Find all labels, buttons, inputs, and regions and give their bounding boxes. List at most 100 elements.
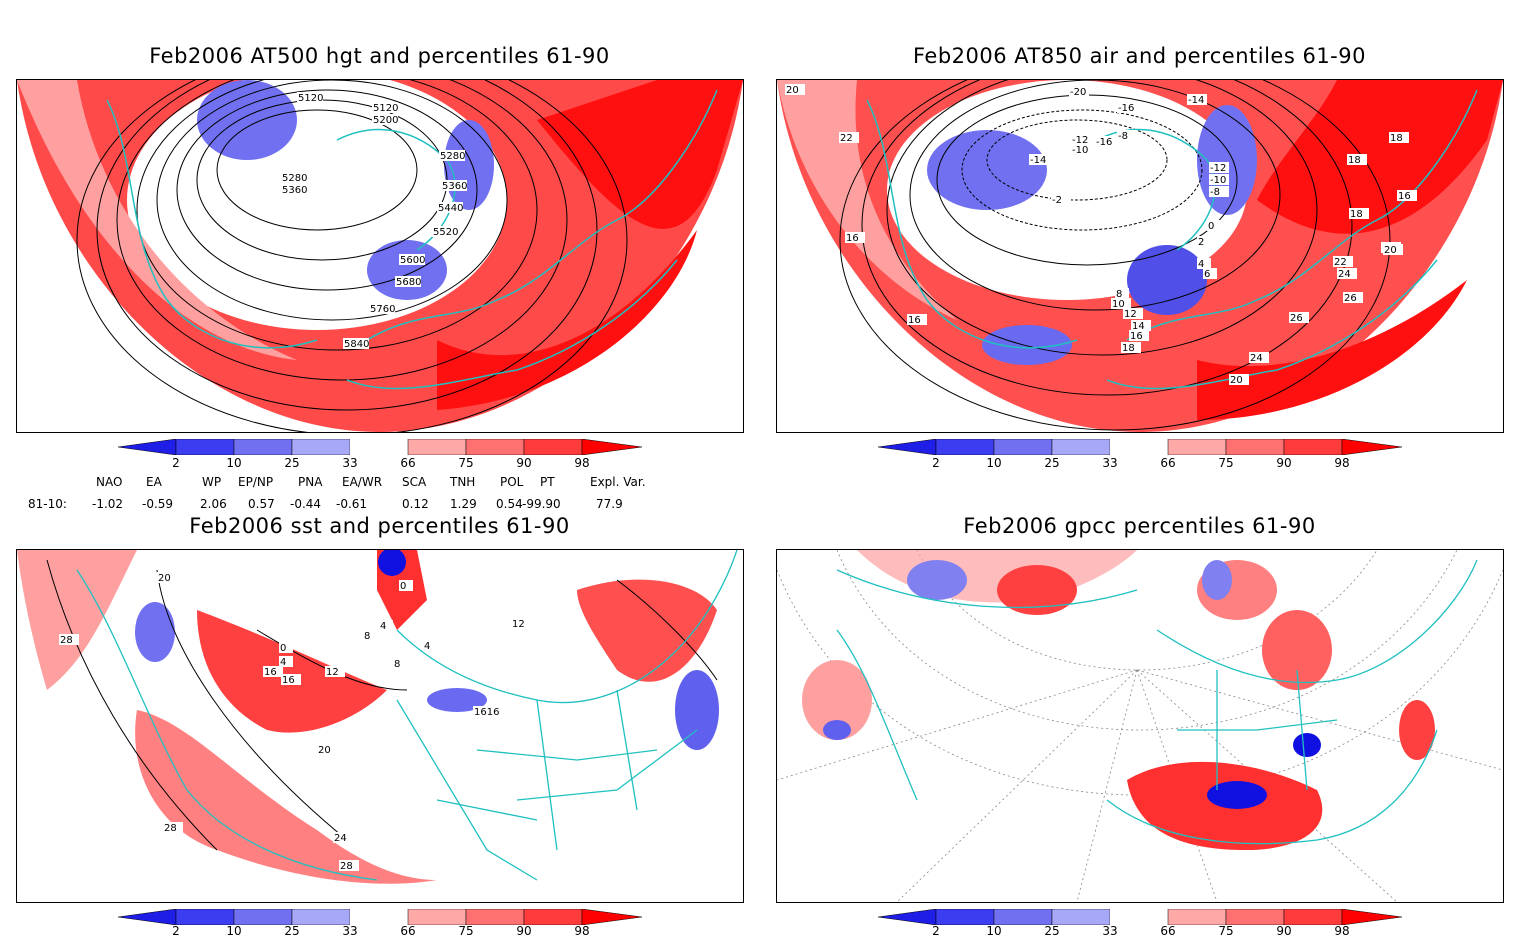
colorbar-tick: 75 bbox=[1218, 924, 1234, 938]
svg-text:-14: -14 bbox=[1188, 95, 1204, 106]
coastlines-and-borders bbox=[836, 559, 1478, 845]
svg-text:-20: -20 bbox=[1070, 87, 1086, 98]
svg-text:-12: -12 bbox=[1210, 163, 1226, 174]
svg-text:-14: -14 bbox=[1030, 155, 1046, 166]
panel-title-gpcc: Feb2006 gpcc percentiles 61-90 bbox=[963, 514, 1316, 538]
svg-text:4: 4 bbox=[424, 641, 430, 652]
svg-text:16: 16 bbox=[264, 667, 277, 678]
svg-text:26: 26 bbox=[1290, 313, 1303, 324]
colorbar-tick: 66 bbox=[1160, 924, 1176, 938]
svg-text:10: 10 bbox=[1112, 299, 1125, 310]
svg-text:24: 24 bbox=[334, 833, 347, 844]
sst-contours bbox=[46, 559, 718, 851]
svg-text:18: 18 bbox=[1350, 209, 1363, 220]
svg-text:16: 16 bbox=[282, 675, 295, 686]
index-value: -0.44 bbox=[290, 497, 322, 511]
colorbar-tick: 25 bbox=[284, 456, 300, 470]
index-value: 2.06 bbox=[200, 497, 227, 511]
svg-text:-16: -16 bbox=[1096, 137, 1112, 148]
colorbar-tick: 33 bbox=[1102, 456, 1118, 470]
svg-text:5600: 5600 bbox=[400, 255, 425, 266]
svg-text:18: 18 bbox=[1390, 133, 1403, 144]
colorbar-tick: 25 bbox=[284, 924, 300, 938]
colorbar-tick: 2 bbox=[172, 456, 180, 470]
colorbar-tick: 90 bbox=[1276, 924, 1292, 938]
index-value: -99.90 bbox=[522, 497, 561, 511]
svg-text:5360: 5360 bbox=[442, 181, 467, 192]
colorbar-tick: 33 bbox=[342, 456, 358, 470]
index-value: 0.57 bbox=[248, 497, 275, 511]
colorbar-tick: 66 bbox=[400, 456, 416, 470]
svg-text:-10: -10 bbox=[1072, 145, 1088, 156]
index-header: NAO bbox=[96, 475, 123, 489]
index-header: PT bbox=[540, 475, 555, 489]
panel-title-hgt500: Feb2006 AT500 hgt and percentiles 61-90 bbox=[149, 44, 610, 68]
colorbar-tick: 33 bbox=[342, 924, 358, 938]
svg-text:5120: 5120 bbox=[298, 93, 323, 104]
index-header: EA bbox=[146, 475, 162, 489]
svg-text:8: 8 bbox=[394, 659, 400, 670]
svg-text:6: 6 bbox=[1204, 269, 1210, 280]
svg-text:20: 20 bbox=[1384, 245, 1397, 256]
index-value: -0.61 bbox=[336, 497, 368, 511]
svg-text:5280: 5280 bbox=[440, 151, 465, 162]
colorbar-tick: 75 bbox=[458, 456, 474, 470]
index-header: SCA bbox=[402, 475, 427, 489]
index-header: EA/WR bbox=[342, 475, 383, 489]
index-value: 77.9 bbox=[596, 497, 623, 511]
svg-text:28: 28 bbox=[164, 823, 177, 834]
svg-text:22: 22 bbox=[1334, 257, 1347, 268]
svg-text:5360: 5360 bbox=[282, 185, 307, 196]
svg-text:-2: -2 bbox=[1052, 195, 1062, 206]
map-fill-air850 bbox=[777, 80, 1503, 432]
colorbar-tick: 2 bbox=[172, 924, 180, 938]
index-header: TNH bbox=[450, 475, 476, 489]
svg-text:14: 14 bbox=[1132, 321, 1145, 332]
indices-header-row: NAO EA WP EP/NP PNA EA/WR SCA TNH POL PT… bbox=[0, 475, 760, 491]
colorbar-gpcc: 2 10 25 33 66 75 90 98 bbox=[877, 908, 1403, 939]
svg-text:16: 16 bbox=[908, 315, 921, 326]
svg-text:22: 22 bbox=[840, 133, 853, 144]
panel-title-air850: Feb2006 AT850 air and percentiles 61-90 bbox=[913, 44, 1366, 68]
index-header: EP/NP bbox=[238, 475, 274, 489]
svg-text:20: 20 bbox=[158, 573, 171, 584]
svg-text:5280: 5280 bbox=[282, 173, 307, 184]
svg-text:20: 20 bbox=[318, 745, 331, 756]
svg-text:12: 12 bbox=[326, 667, 339, 678]
svg-text:4: 4 bbox=[1198, 259, 1204, 270]
index-header: PNA bbox=[298, 475, 323, 489]
colorbar-tick: 33 bbox=[1102, 924, 1118, 938]
map-panel-sst: 28 20 0 4 16 12 8 4 0 4 8 12 16 20 24 28… bbox=[16, 549, 744, 903]
svg-text:5120: 5120 bbox=[373, 103, 398, 114]
colorbar-tick: 25 bbox=[1044, 924, 1060, 938]
map-panel-gpcc bbox=[776, 549, 1504, 903]
svg-text:-16: -16 bbox=[1118, 103, 1134, 114]
svg-text:5840: 5840 bbox=[344, 339, 369, 350]
colorbar-tick: 25 bbox=[1044, 456, 1060, 470]
svg-text:2: 2 bbox=[1198, 237, 1204, 248]
colorbar-tick: 90 bbox=[516, 924, 532, 938]
colorbar-tick: 90 bbox=[1276, 456, 1292, 470]
map-fill-sst bbox=[17, 550, 743, 902]
svg-text:24: 24 bbox=[1338, 269, 1351, 280]
contour-labels-air850: -20 -14 -16 -12 -10 -8 -16 -14 -2 -12 -1… bbox=[785, 84, 1417, 386]
svg-text:24: 24 bbox=[1250, 353, 1263, 364]
index-value: 0.12 bbox=[402, 497, 429, 511]
colorbar-air850: 2 10 25 33 66 75 90 98 bbox=[877, 438, 1403, 479]
svg-text:16: 16 bbox=[1130, 331, 1143, 342]
colorbar-tick: 10 bbox=[986, 924, 1002, 938]
svg-text:-10: -10 bbox=[1210, 175, 1226, 186]
colorbar-tick: 75 bbox=[1218, 456, 1234, 470]
svg-text:0: 0 bbox=[1208, 221, 1214, 232]
svg-text:0: 0 bbox=[400, 581, 406, 592]
svg-text:4: 4 bbox=[380, 621, 386, 632]
svg-text:8: 8 bbox=[1116, 289, 1122, 300]
svg-text:5200: 5200 bbox=[373, 115, 398, 126]
coastlines-and-borders bbox=[76, 550, 738, 881]
svg-text:0: 0 bbox=[280, 643, 286, 654]
index-header: WP bbox=[202, 475, 222, 489]
index-value: 0.54 bbox=[496, 497, 523, 511]
svg-text:18: 18 bbox=[1348, 155, 1361, 166]
svg-text:12: 12 bbox=[512, 619, 525, 630]
colorbar-tick: 75 bbox=[458, 924, 474, 938]
